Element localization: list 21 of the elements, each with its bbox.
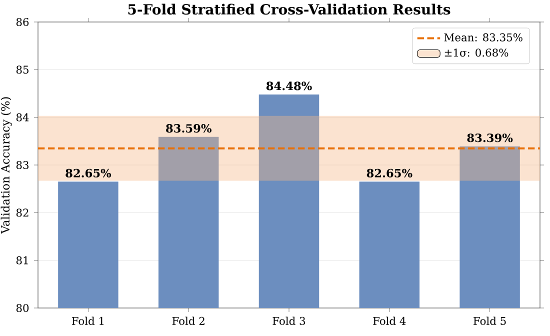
legend-label: Mean: 83.35% [444,33,522,42]
chart-title: 5-Fold Stratified Cross-Validation Results [128,4,450,15]
data-label: 84.48% [266,82,312,90]
y-tick-label: 82 [16,208,28,217]
data-label: 82.65% [366,168,412,178]
data-label: 83.59% [166,124,212,133]
legend-label: ±1σ: 0.68% [444,48,508,57]
y-tick-label: 85 [16,66,28,74]
x-tick-label: Fold 4 [373,316,406,325]
x-tick-label: Fold 1 [72,316,104,325]
data-label: 83.39% [467,134,513,142]
y-tick-label: 84 [16,113,29,122]
y-tick-label: 83 [16,160,28,170]
y-tick-label: 80 [16,304,29,312]
data-label: 82.65% [66,168,112,178]
x-tick-label: Fold 2 [172,316,204,325]
x-tick-label: Fold 3 [272,316,306,325]
y-tick-label: 81 [16,256,28,264]
y-axis-title: Validation Accuracy (%) [0,97,12,234]
y-tick-label: 86 [16,18,29,26]
x-tick-label: Fold 5 [474,316,506,325]
